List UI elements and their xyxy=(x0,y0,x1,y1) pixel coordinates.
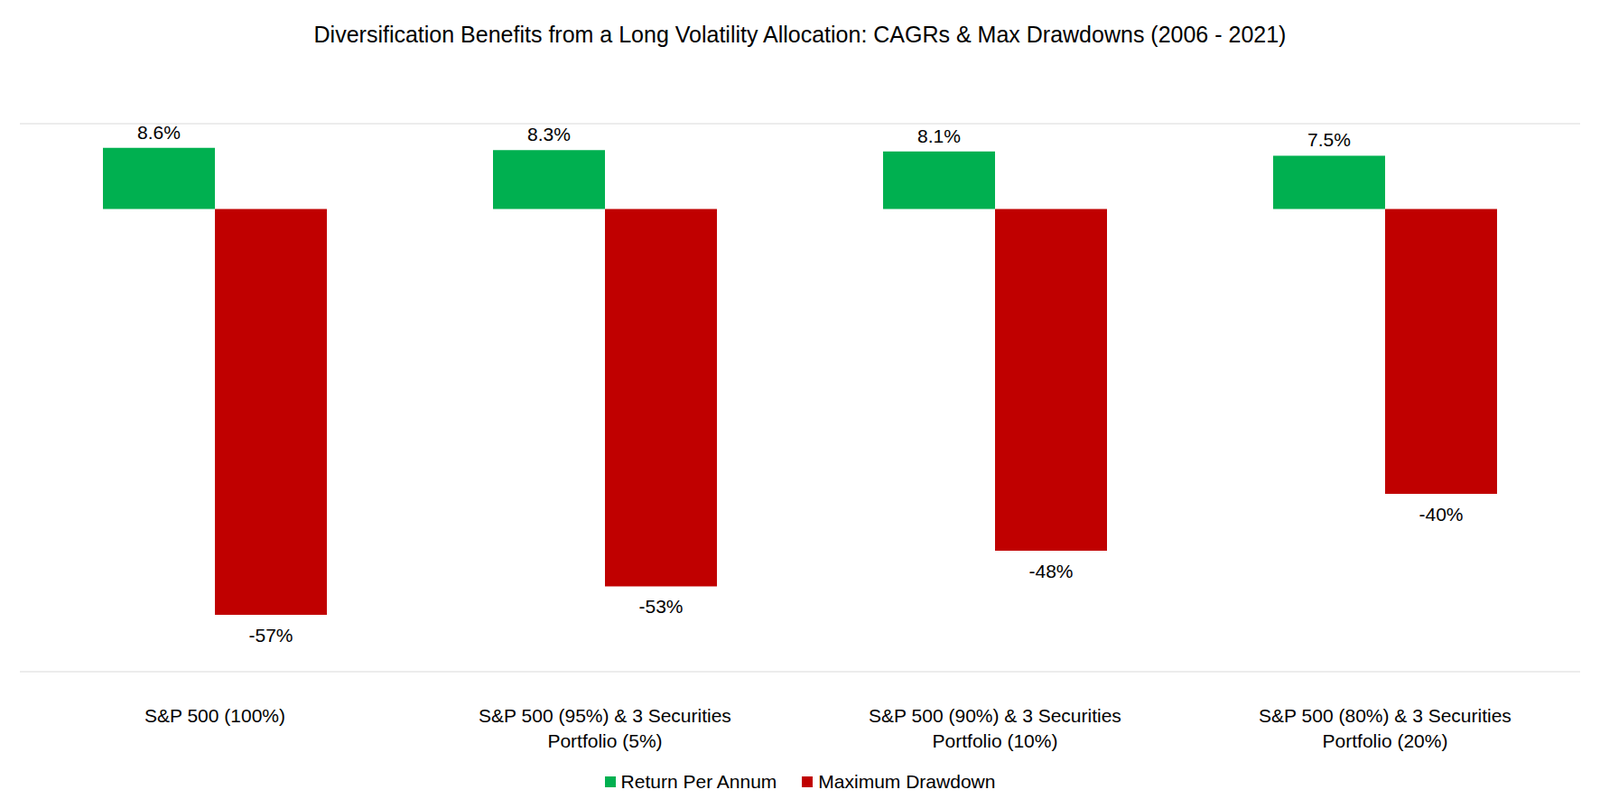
svg-text:8.1%: 8.1% xyxy=(917,125,961,147)
html-text:Return Per Annum: Return Per Annum xyxy=(620,771,777,792)
svg-text:-48%: -48% xyxy=(1028,560,1073,582)
svg-text:S&P 500 (80%) & 3 SecuritiesPo: S&P 500 (80%) & 3 SecuritiesPortfolio (2… xyxy=(1258,705,1512,752)
html-text:Maximum Drawdown: Maximum Drawdown xyxy=(818,771,996,792)
html-text:Diversification Benefits from: Diversification Benefits from a Long Vol… xyxy=(313,21,1287,47)
svg-text:-53%: -53% xyxy=(638,595,683,617)
svg-text:8.6%: 8.6% xyxy=(137,121,181,143)
svg-text:-57%: -57% xyxy=(248,624,293,646)
svg-text:S&P 500 (100%): S&P 500 (100%) xyxy=(144,705,286,726)
svg-text:7.5%: 7.5% xyxy=(1307,129,1351,150)
svg-text:-40%: -40% xyxy=(1418,503,1463,525)
svg-text:S&P 500 (90%) & 3 SecuritiesPo: S&P 500 (90%) & 3 SecuritiesPortfolio (1… xyxy=(868,705,1122,752)
svg-text:8.3%: 8.3% xyxy=(527,123,571,145)
svg-text:S&P 500 (95%) & 3 SecuritiesPo: S&P 500 (95%) & 3 SecuritiesPortfolio (5… xyxy=(478,705,732,752)
